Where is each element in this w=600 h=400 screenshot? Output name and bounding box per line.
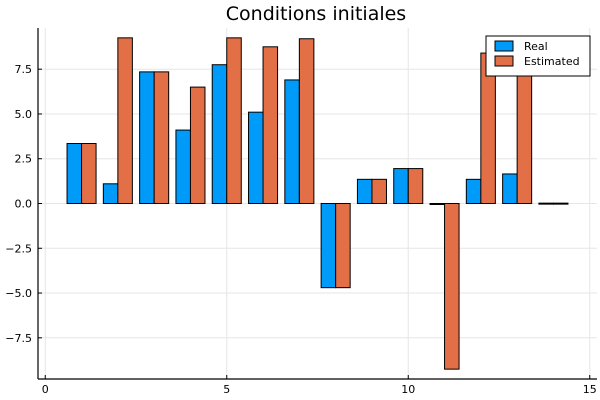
y-tick-label: −5.0 <box>5 287 32 300</box>
bar-real-11 <box>429 203 446 205</box>
legend-label-real: Real <box>524 40 548 53</box>
x-tick-label: 5 <box>223 383 230 396</box>
bar-estimated-8 <box>335 203 351 289</box>
bar-real-3 <box>139 71 155 204</box>
bar-real-4 <box>175 129 191 205</box>
bar-real-8 <box>320 203 337 289</box>
bar-estimated-11 <box>444 203 460 370</box>
bar-real-13 <box>502 173 518 205</box>
legend-swatch-estimated <box>494 55 514 67</box>
bar-estimated-3 <box>153 71 170 204</box>
bar-estimated-4 <box>189 86 206 204</box>
bar-real-14 <box>538 202 554 205</box>
bar-estimated-7 <box>298 38 315 204</box>
bars <box>66 37 569 370</box>
y-tick-label: −7.5 <box>5 332 32 345</box>
bar-real-2 <box>102 183 119 205</box>
bar-estimated-5 <box>226 37 242 205</box>
bar-estimated-14 <box>552 202 569 205</box>
legend-label-estimated: Estimated <box>524 55 580 68</box>
bar-estimated-6 <box>262 46 279 204</box>
bar-estimated-10 <box>407 168 424 205</box>
y-tick-label: 0.0 <box>15 198 33 211</box>
legend-swatch-real <box>494 40 514 52</box>
x-tick-label: 0 <box>42 383 49 396</box>
y-tick-label: 2.5 <box>15 153 33 166</box>
bar-estimated-9 <box>371 178 387 204</box>
bar-real-1 <box>66 143 83 205</box>
bar-estimated-2 <box>117 37 133 205</box>
bar-real-9 <box>356 178 373 204</box>
bar-real-12 <box>465 178 482 204</box>
y-tick-label: 5.0 <box>15 108 33 121</box>
bar-real-7 <box>284 79 300 204</box>
bar-real-10 <box>393 168 409 205</box>
bar-real-5 <box>211 64 228 204</box>
y-tick-label: −2.5 <box>5 242 32 255</box>
ticks: 0 5 10 15 −7.5 −5.0 −2.5 0.0 2.5 5.0 7.5 <box>5 63 596 396</box>
bar-real-6 <box>248 111 264 204</box>
y-tick-label: 7.5 <box>15 63 33 76</box>
x-tick-label: 15 <box>583 383 597 396</box>
bar-estimated-1 <box>81 143 97 205</box>
legend: Real Estimated <box>485 35 591 77</box>
chart-title: Conditions initiales <box>226 3 406 25</box>
x-tick-label: 10 <box>401 383 415 396</box>
